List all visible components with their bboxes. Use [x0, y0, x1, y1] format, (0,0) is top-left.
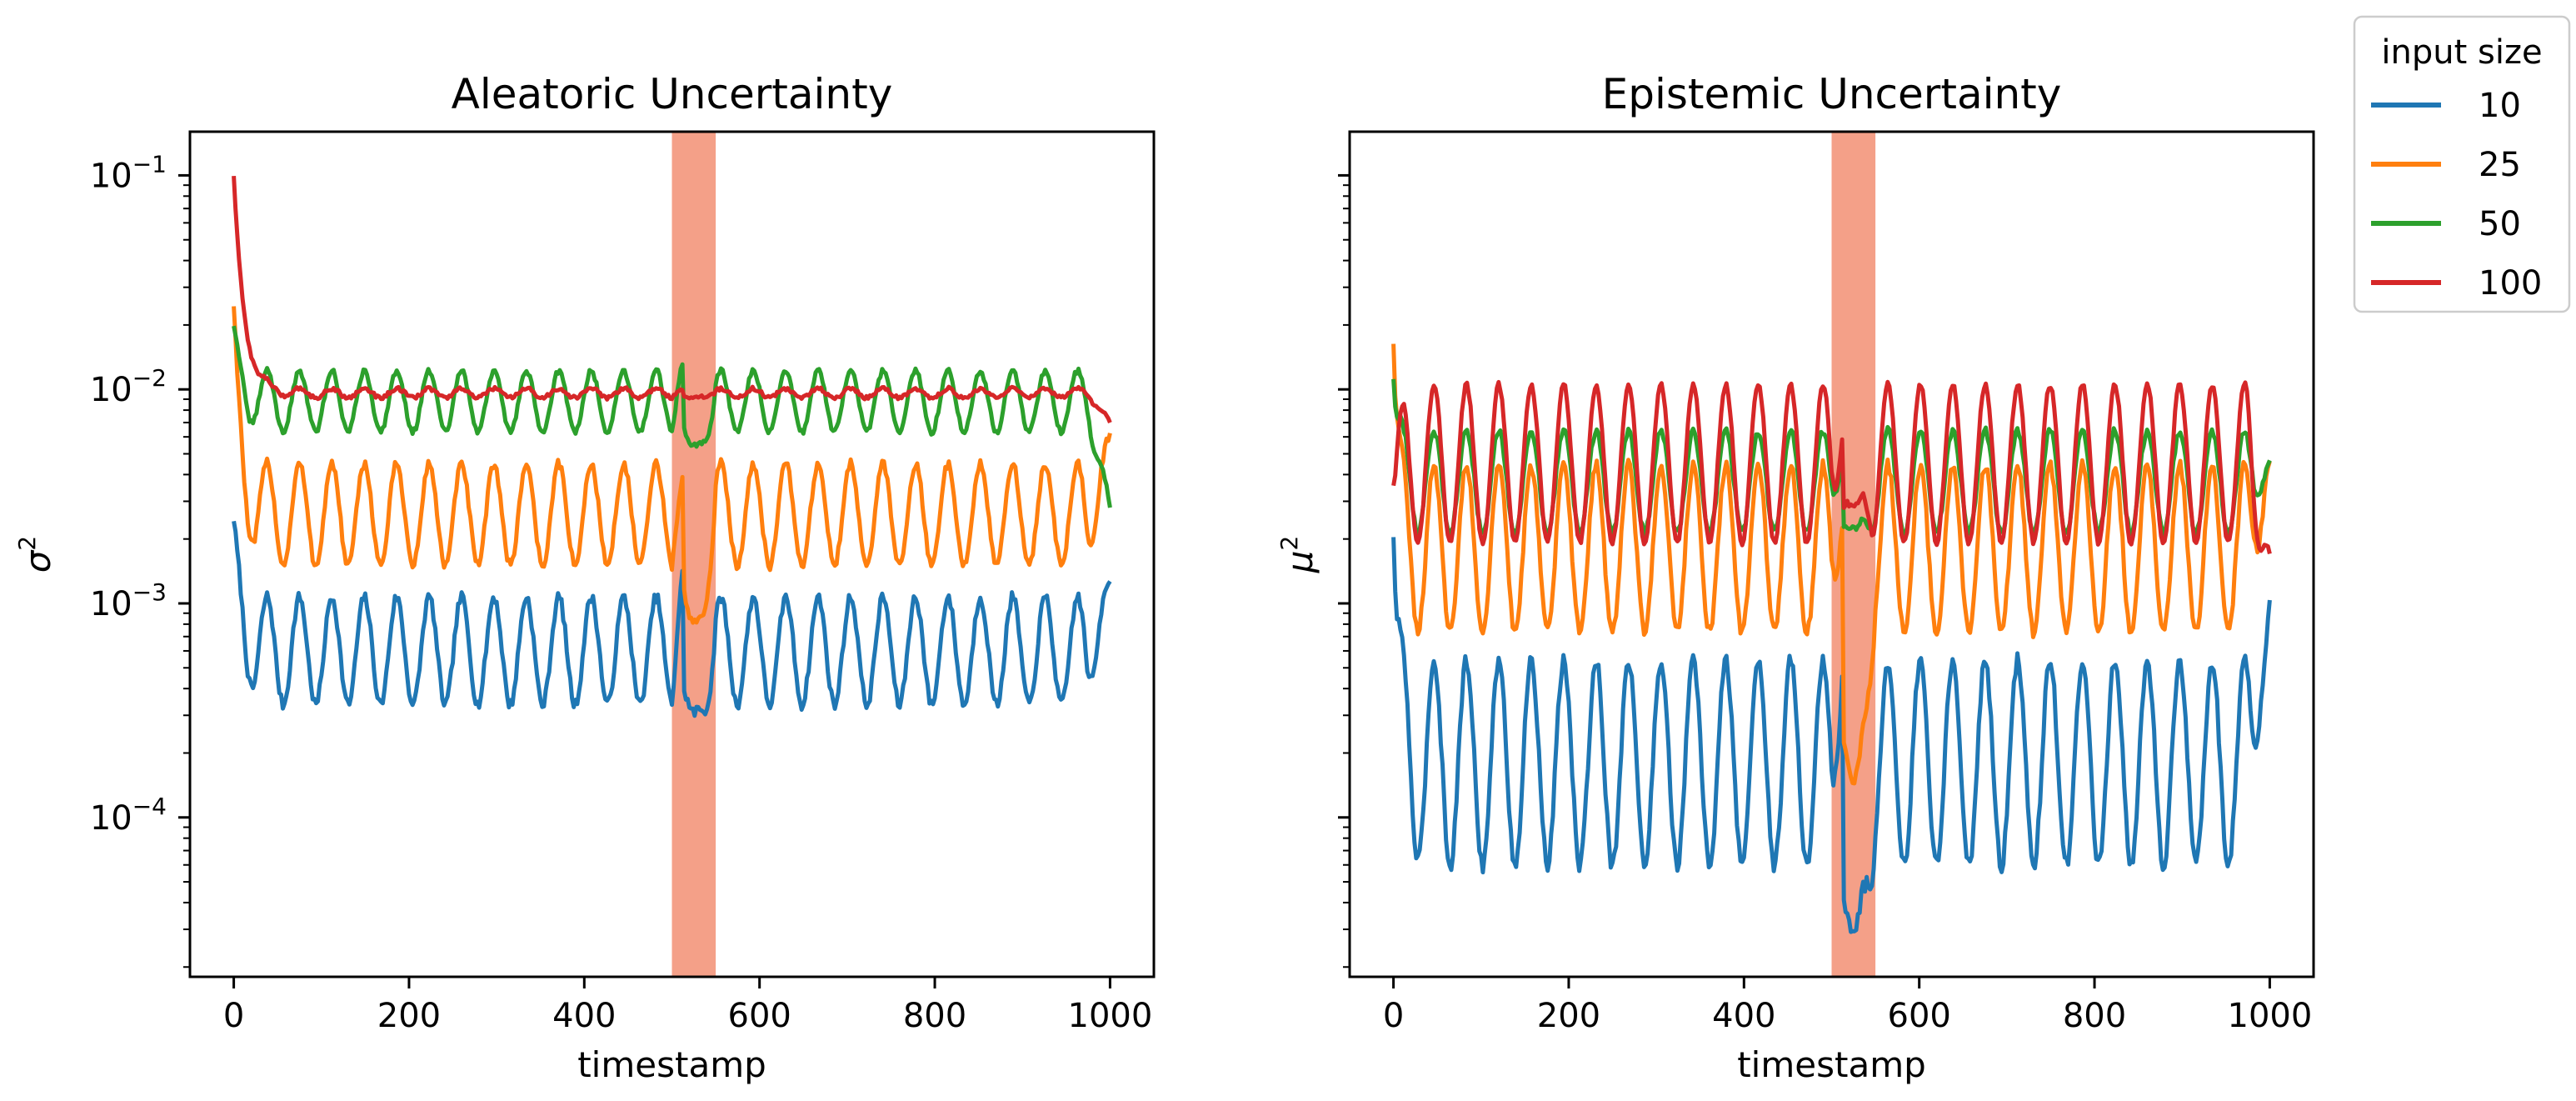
x-tick-label: 200	[1537, 997, 1600, 1035]
legend-title: input size	[2381, 33, 2542, 72]
series-line-25	[232, 306, 1112, 625]
series-group	[232, 175, 1112, 718]
y-axis-label-sup: 2	[1276, 536, 1303, 551]
x-tick-label: 1000	[2228, 997, 2313, 1035]
chart-title: Aleatoric Uncertainty	[452, 70, 893, 118]
chart-title: Epistemic Uncertainty	[1602, 70, 2062, 118]
ticks: 0 200 400 600 800 1000 10−4 10−3 10−2 10−1	[90, 150, 1152, 1035]
series-line-10	[232, 520, 1112, 718]
series-line-50	[232, 325, 1112, 508]
y-tick-label: 10−1	[90, 150, 167, 195]
x-tick-label: 400	[552, 997, 616, 1035]
legend-box	[2353, 15, 2571, 313]
x-tick-label: 0	[1383, 997, 1404, 1035]
x-tick-label: 200	[377, 997, 441, 1035]
x-axis-label: timestamp	[577, 1044, 766, 1085]
y-axis-label: σ2	[13, 536, 58, 573]
y-axis-label-base: σ	[17, 549, 58, 573]
legend-label: 50	[2479, 205, 2521, 243]
axes-frame	[188, 130, 1156, 978]
x-tick-label: 800	[903, 997, 966, 1035]
legend-label: 25	[2479, 146, 2521, 184]
x-tick-label: 1000	[1068, 997, 1153, 1035]
legend-label: 10	[2479, 87, 2521, 125]
ticks: 0 200 400 600 800 1000	[1338, 173, 2313, 1035]
panel-aleatoric: 0 200 400 600 800 1000 10−4 10−3 10−2 10−1 Aleato…	[13, 70, 1156, 1085]
x-tick-label: 400	[1712, 997, 1775, 1035]
x-axis-label: timestamp	[1737, 1044, 1926, 1085]
highlight-span	[671, 132, 716, 977]
y-axis-label: μ2	[1276, 536, 1320, 574]
panel-epistemic: 0 200 400 600 800 1000 Epistemic Uncertainty …	[1276, 70, 2315, 1085]
x-tick-label: 600	[1888, 997, 1951, 1035]
legend-label: 100	[2479, 264, 2542, 303]
x-tick-label: 800	[2063, 997, 2126, 1035]
series-group	[1391, 343, 2272, 934]
y-tick-label: 10−2	[90, 364, 167, 409]
axes-frame	[1348, 130, 2315, 978]
y-axis-label-sup: 2	[13, 536, 41, 551]
x-tick-label: 0	[223, 997, 244, 1035]
series-line-100	[232, 175, 1112, 424]
series-line-100	[1391, 379, 2272, 554]
y-tick-label: 10−4	[90, 793, 167, 838]
series-line-25	[1391, 343, 2272, 786]
y-tick-label: 10−3	[90, 578, 167, 623]
legend-entries: 10 25 50 100	[2371, 87, 2542, 303]
x-tick-label: 600	[728, 997, 791, 1035]
legend: input size 10 25 50 100	[2353, 15, 2571, 313]
series-line-10	[1391, 537, 2272, 934]
y-axis-label-base: μ	[1280, 551, 1320, 574]
